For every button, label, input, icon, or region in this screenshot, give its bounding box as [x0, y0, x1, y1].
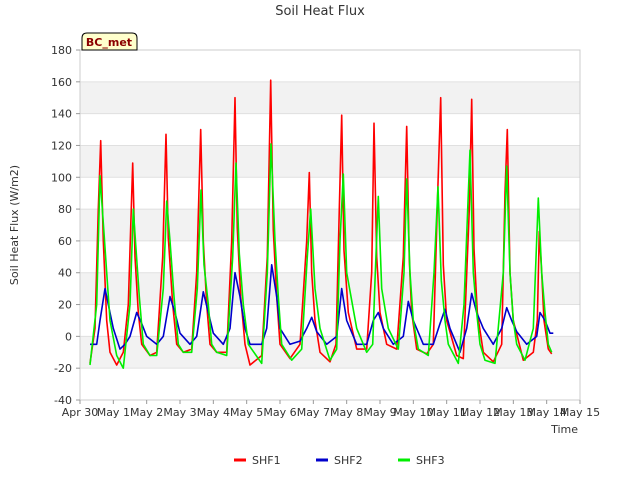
- site-badge: BC_met: [81, 32, 138, 51]
- x-tick-label: May 8: [330, 406, 363, 419]
- series-line-shf1: [89, 79, 553, 366]
- y-axis-title: Soil Heat Flux (W/m2): [8, 165, 21, 285]
- site-badge-label: BC_met: [86, 36, 132, 49]
- y-axis-ticks: -40 -20 0 20 40 60 80 100 120 140 160 180: [51, 44, 80, 407]
- x-tick-label: May 13: [493, 406, 533, 419]
- background-band: [80, 81, 580, 114]
- x-tick-label: May 1: [97, 406, 130, 419]
- y-tick-label: 40: [58, 267, 72, 280]
- x-tick-label: May 7: [297, 406, 330, 419]
- x-axis-title: Time: [550, 423, 578, 436]
- x-tick-label: May 3: [163, 406, 196, 419]
- x-tick-label: May 12: [460, 406, 500, 419]
- y-tick-label: 80: [58, 203, 72, 216]
- x-tick-label: May 9: [363, 406, 396, 419]
- legend-label-shf2: SHF2: [334, 454, 363, 467]
- y-tick-label: 20: [58, 299, 72, 312]
- x-tick-label: May 5: [230, 406, 263, 419]
- legend-label-shf3: SHF3: [416, 454, 445, 467]
- x-tick-label: May 14: [527, 406, 567, 419]
- background-band: [80, 272, 580, 305]
- x-tick-label: Apr 30: [62, 406, 99, 419]
- series-line-shf3: [89, 143, 553, 370]
- x-tick-label: May 15: [560, 406, 600, 419]
- x-tick-label: May 11: [427, 406, 467, 419]
- y-tick-label: 140: [51, 108, 72, 121]
- chart-title: Soil Heat Flux: [275, 4, 365, 19]
- x-tick-label: May 2: [130, 406, 163, 419]
- plot-frame: [79, 49, 581, 401]
- y-tick-label: 100: [51, 171, 72, 184]
- series-line-shf2: [90, 263, 554, 354]
- y-tick-label: 0: [65, 330, 72, 343]
- y-tick-label: 60: [58, 235, 72, 248]
- y-tick-label: -40: [54, 394, 72, 407]
- x-tick-label: May 6: [263, 406, 296, 419]
- y-tick-label: 120: [51, 139, 72, 152]
- background-band: [80, 145, 580, 178]
- plot-background-bands: [80, 81, 580, 369]
- site-badge-box: [81, 32, 138, 51]
- legend-label-shf1: SHF1: [252, 454, 281, 467]
- x-tick-label: May 10: [393, 406, 433, 419]
- y-tick-label: 180: [51, 44, 72, 57]
- x-tick-label: May 4: [197, 406, 230, 419]
- y-tick-label: -20: [54, 362, 72, 375]
- y-tick-label: 160: [51, 76, 72, 89]
- series-lines: [89, 79, 554, 370]
- legend: SHF1 SHF2 SHF3: [234, 454, 445, 467]
